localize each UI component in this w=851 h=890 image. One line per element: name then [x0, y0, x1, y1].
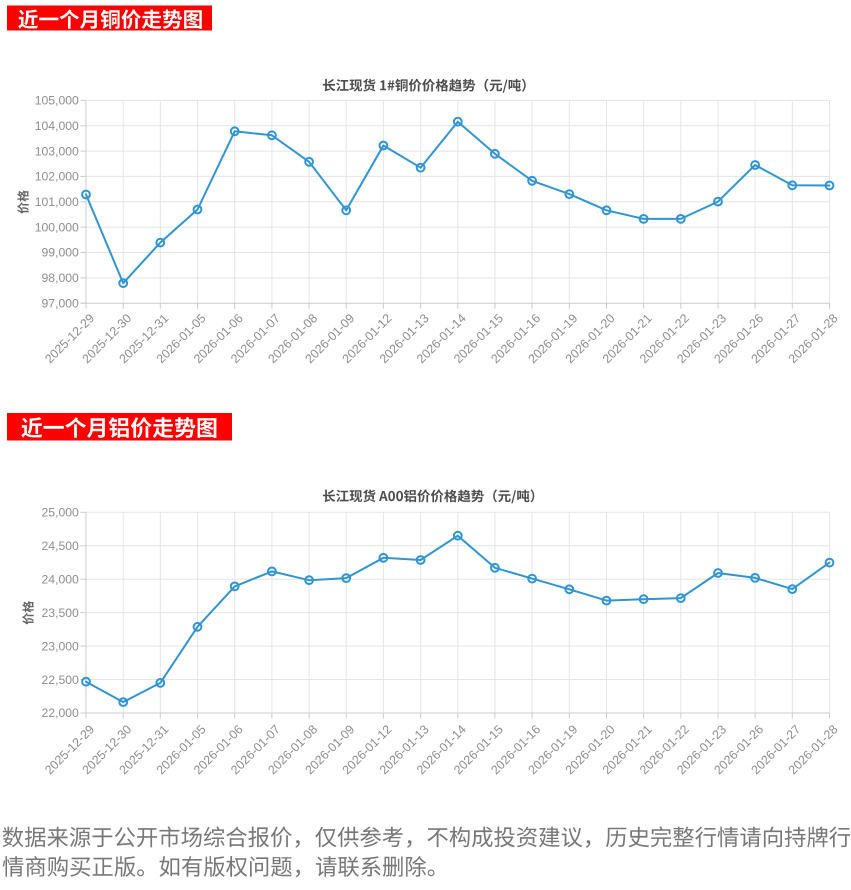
svg-text:105,000: 105,000 [35, 94, 79, 108]
svg-text:24,000: 24,000 [42, 572, 79, 586]
svg-text:22,000: 22,000 [42, 706, 79, 720]
svg-text:23,000: 23,000 [42, 639, 79, 653]
svg-text:25,000: 25,000 [42, 506, 79, 520]
svg-text:103,000: 103,000 [35, 144, 79, 158]
svg-text:97,000: 97,000 [42, 296, 79, 310]
svg-text:101,000: 101,000 [35, 195, 79, 209]
svg-text:102,000: 102,000 [35, 170, 79, 184]
svg-text:22,500: 22,500 [42, 673, 79, 687]
svg-text:104,000: 104,000 [35, 119, 79, 133]
svg-text:24,500: 24,500 [42, 539, 79, 553]
svg-text:99,000: 99,000 [42, 246, 79, 260]
svg-text:23,500: 23,500 [42, 606, 79, 620]
svg-text:100,000: 100,000 [35, 220, 79, 234]
svg-text:98,000: 98,000 [42, 271, 79, 285]
